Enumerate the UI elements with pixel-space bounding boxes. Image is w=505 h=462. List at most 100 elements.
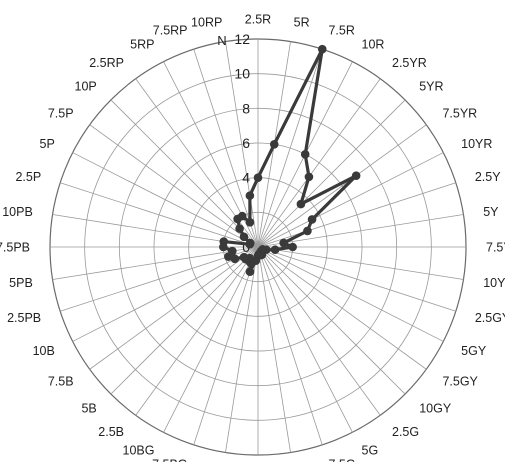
grid-spoke — [89, 246, 259, 370]
grid-spoke — [193, 49, 259, 248]
category-label: 2.5PB — [7, 311, 41, 325]
category-label: 5PB — [9, 276, 33, 290]
grid-spoke — [257, 182, 456, 248]
data-point — [219, 237, 229, 246]
category-label: 7.5Y — [486, 241, 505, 255]
category-label: 2.5RP — [89, 56, 124, 70]
grid-spoke — [257, 246, 464, 280]
category-label: 2.5P — [15, 170, 41, 184]
data-point — [270, 245, 280, 255]
grid-spoke — [257, 78, 381, 248]
grid-spoke — [257, 152, 444, 248]
category-label: 2.5R — [245, 13, 271, 27]
grid-spoke — [89, 124, 259, 248]
data-point — [253, 173, 263, 182]
category-labels: 2.5R 5R 7.5R 10R 2.5YR 5YR 7.5YR 10YR 2.5Y 5Y 7.5Y… — [0, 13, 505, 462]
data-point — [239, 252, 249, 262]
grid-spoke — [257, 246, 353, 433]
category-label: 5R — [294, 15, 310, 29]
grid-spoke — [257, 99, 406, 248]
data-point — [239, 232, 249, 242]
data-point — [228, 246, 237, 256]
category-label: 5RP — [130, 37, 154, 51]
data-point — [245, 191, 255, 200]
category-label: 10YR — [461, 137, 492, 151]
category-label: 2.5GY — [475, 311, 505, 325]
category-label: 7.5P — [48, 106, 74, 120]
category-label: 2.5YR — [392, 56, 427, 70]
category-label: 10PB — [2, 205, 33, 219]
grid-spoke — [193, 246, 259, 445]
radial-tick-label: 10 — [234, 66, 250, 82]
grid-spoke — [110, 246, 259, 395]
radial-tick-label: 4 — [242, 170, 250, 186]
category-label: 5G — [362, 444, 379, 458]
data-point — [304, 172, 314, 182]
grid-spoke — [163, 246, 259, 433]
grid-spoke — [257, 214, 464, 248]
data-point — [237, 211, 247, 221]
category-label: 7.5G — [328, 457, 355, 462]
category-label: 10Y — [483, 276, 505, 290]
data-point — [351, 171, 361, 180]
radial-tick-label: 8 — [242, 100, 250, 116]
category-label: 7.5YR — [442, 106, 477, 120]
radial-tick-label: 12 — [234, 31, 250, 47]
grid-spoke — [257, 246, 444, 342]
category-label: 7.5R — [328, 24, 354, 38]
data-point — [300, 150, 310, 159]
category-label: 10BG — [123, 444, 155, 458]
category-label: 10GY — [419, 402, 452, 416]
data-point — [235, 224, 244, 233]
data-point — [269, 139, 279, 149]
grid-spoke — [52, 246, 259, 280]
category-label: 10B — [33, 344, 55, 358]
grid-spoke — [110, 99, 259, 248]
category-label: 7.5RP — [153, 24, 188, 38]
category-label: 10R — [362, 37, 385, 51]
radial-tick-labels: 0 4 6 8 10 12 — [234, 31, 250, 255]
grid-spoke — [225, 41, 259, 248]
grid-spoke — [257, 124, 427, 248]
data-point — [245, 267, 255, 277]
grid-spoke — [257, 49, 323, 248]
data-point — [317, 44, 327, 54]
data-point — [279, 238, 288, 248]
data-point — [307, 215, 317, 224]
category-label: 5YR — [419, 79, 443, 93]
radar-grid — [49, 38, 467, 456]
grid-spoke — [72, 246, 259, 342]
radial-axis-name: N — [217, 33, 226, 48]
grid-spoke — [257, 246, 427, 370]
grid-spoke — [225, 246, 259, 453]
category-label: 5B — [81, 402, 96, 416]
data-point — [296, 199, 306, 209]
category-label: 7.5PB — [0, 241, 30, 255]
category-label: 2.5Y — [475, 170, 501, 184]
category-label: 10RP — [191, 15, 222, 29]
category-label: 10P — [75, 79, 97, 93]
category-label: 2.5G — [392, 425, 419, 439]
category-label: 7.5GY — [442, 375, 478, 389]
grid-spoke — [257, 246, 381, 416]
radial-tick-label: 0 — [242, 239, 250, 255]
category-label: 5Y — [483, 205, 499, 219]
category-label: 2.5B — [98, 425, 124, 439]
category-label: 5P — [40, 137, 55, 151]
category-label: 7.5B — [48, 375, 74, 389]
series-layer — [219, 44, 361, 277]
grid-spoke — [257, 246, 291, 453]
radial-tick-label: 6 — [242, 135, 250, 151]
category-label: 5GY — [461, 344, 487, 358]
grid-spoke — [60, 182, 259, 248]
grid-spoke — [135, 246, 259, 416]
data-point — [288, 242, 297, 252]
grid-spoke — [72, 152, 259, 248]
data-point — [245, 217, 255, 227]
category-label: 7.5BG — [152, 457, 187, 462]
grid-spoke — [257, 246, 323, 445]
grid-spoke — [257, 246, 406, 395]
data-point — [245, 238, 255, 248]
data-point — [303, 226, 312, 236]
